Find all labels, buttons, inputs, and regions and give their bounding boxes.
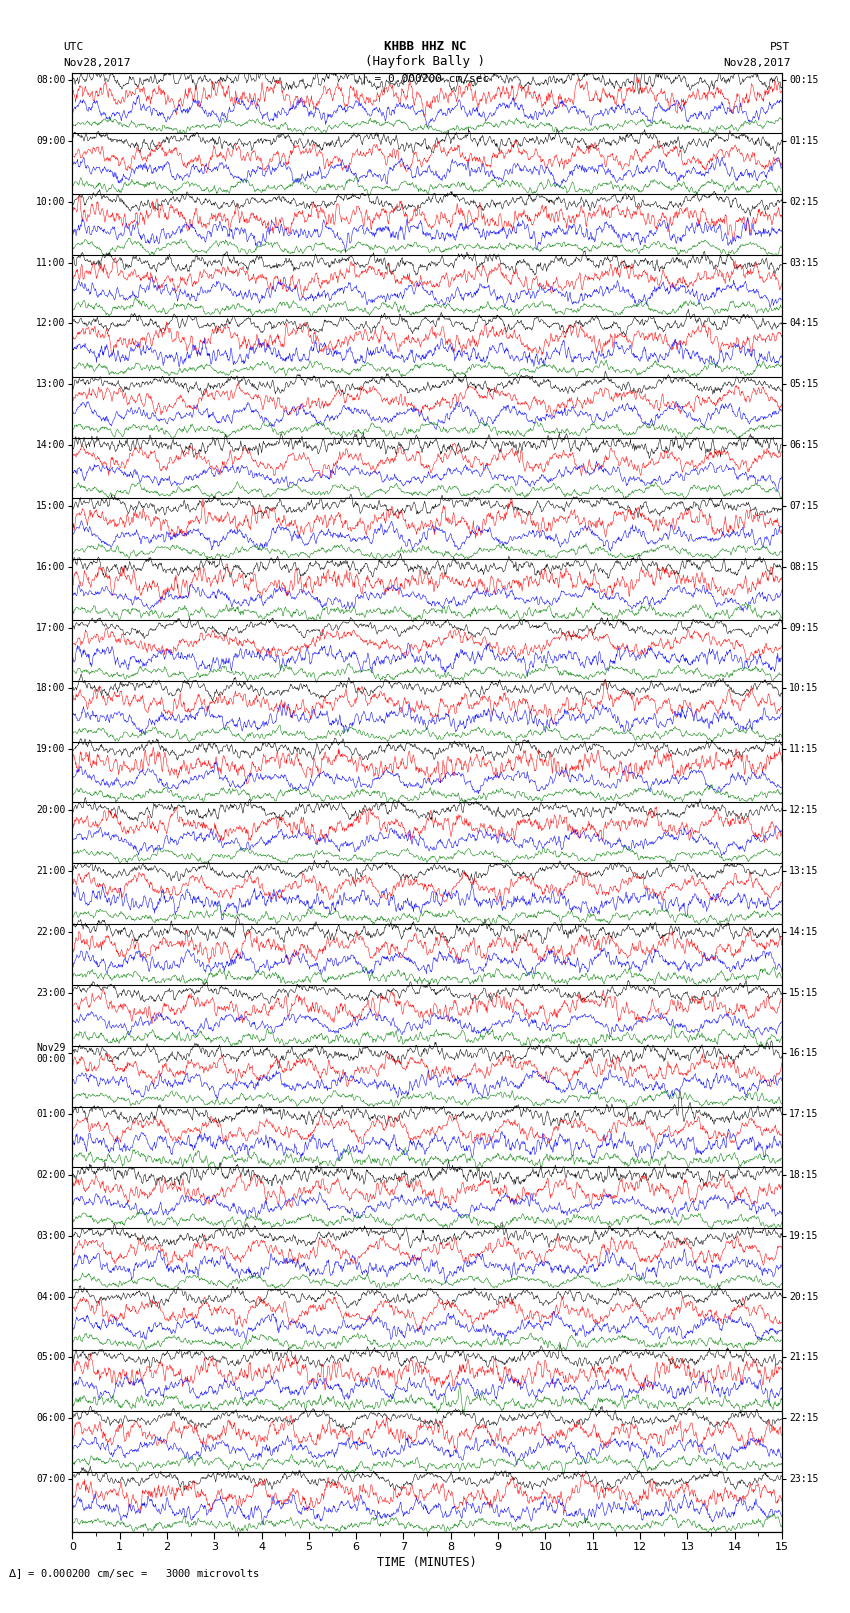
Text: Nov28,2017: Nov28,2017 (64, 58, 131, 68)
X-axis label: TIME (MINUTES): TIME (MINUTES) (377, 1557, 477, 1569)
Text: $\Delta$] = 0.000200 cm/sec =   3000 microvolts: $\Delta$] = 0.000200 cm/sec = 3000 micro… (8, 1566, 260, 1581)
Text: UTC: UTC (64, 42, 84, 52)
Text: KHBB HHZ NC: KHBB HHZ NC (383, 40, 467, 53)
Text: | = 0.000200 cm/sec: | = 0.000200 cm/sec (361, 73, 489, 84)
Text: (Hayfork Bally ): (Hayfork Bally ) (365, 55, 485, 68)
Text: Nov28,2017: Nov28,2017 (723, 58, 791, 68)
Text: PST: PST (770, 42, 790, 52)
